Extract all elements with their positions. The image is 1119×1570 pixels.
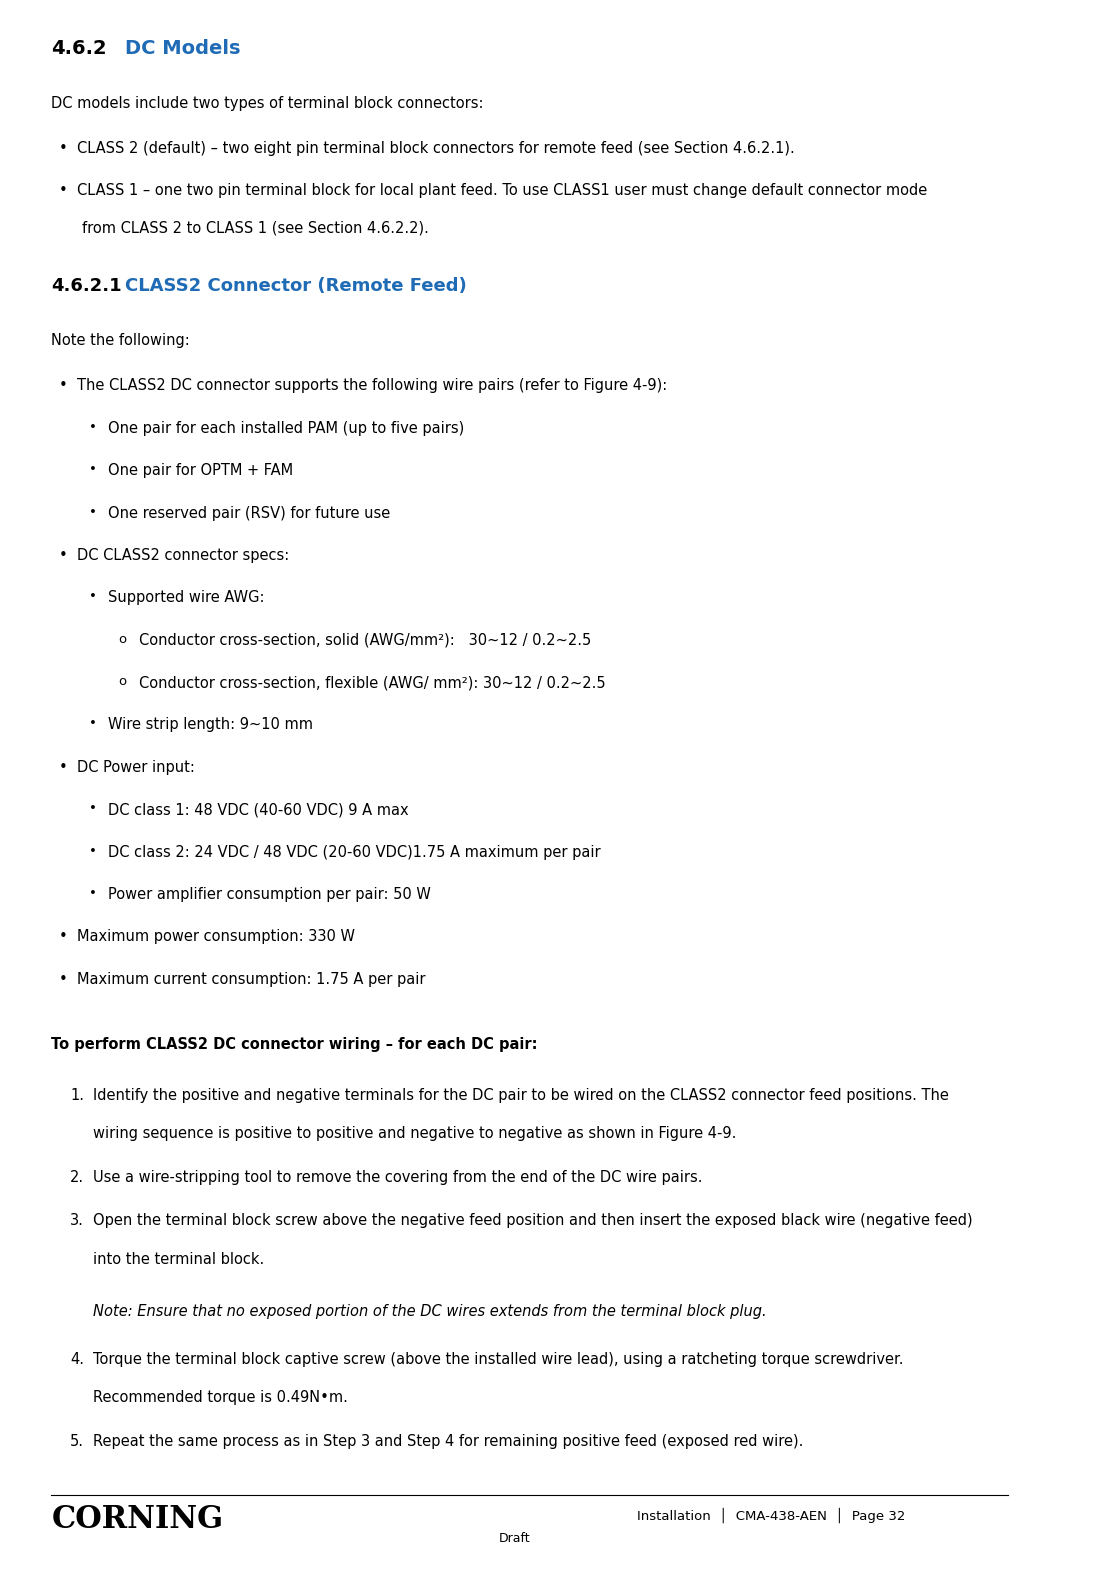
Text: 4.6.2: 4.6.2 xyxy=(51,39,107,58)
Text: Note: Ensure that no exposed portion of the DC wires extends from the terminal b: Note: Ensure that no exposed portion of … xyxy=(93,1305,767,1319)
Text: Conductor cross-section, solid (AWG/mm²):   30~12 / 0.2~2.5: Conductor cross-section, solid (AWG/mm²)… xyxy=(139,633,591,648)
Text: •: • xyxy=(58,929,67,945)
Text: wiring sequence is positive to positive and negative to negative as shown in Fig: wiring sequence is positive to positive … xyxy=(93,1126,736,1141)
Text: •: • xyxy=(90,802,97,815)
Text: One pair for each installed PAM (up to five pairs): One pair for each installed PAM (up to f… xyxy=(109,421,464,436)
Text: •: • xyxy=(58,378,67,394)
Text: 3.: 3. xyxy=(70,1214,84,1228)
Text: Note the following:: Note the following: xyxy=(51,333,190,349)
Text: Maximum power consumption: 330 W: Maximum power consumption: 330 W xyxy=(77,929,355,945)
Text: Repeat the same process as in Step 3 and Step 4 for remaining positive feed (exp: Repeat the same process as in Step 3 and… xyxy=(93,1433,803,1449)
Text: 4.: 4. xyxy=(70,1352,84,1367)
Text: 4.6.2.1: 4.6.2.1 xyxy=(51,276,122,295)
Text: One reserved pair (RSV) for future use: One reserved pair (RSV) for future use xyxy=(109,506,391,521)
Text: Open the terminal block screw above the negative feed position and then insert t: Open the terminal block screw above the … xyxy=(93,1214,972,1228)
Text: Conductor cross-section, flexible (AWG/ mm²): 30~12 / 0.2~2.5: Conductor cross-section, flexible (AWG/ … xyxy=(139,675,605,691)
Text: Use a wire-stripping tool to remove the covering from the end of the DC wire pai: Use a wire-stripping tool to remove the … xyxy=(93,1170,702,1185)
Text: CLASS 2 (default) – two eight pin terminal block connectors for remote feed (see: CLASS 2 (default) – two eight pin termin… xyxy=(77,141,794,155)
Text: 2.: 2. xyxy=(70,1170,84,1185)
Text: DC CLASS2 connector specs:: DC CLASS2 connector specs: xyxy=(77,548,290,564)
Text: Recommended torque is 0.49N•m.: Recommended torque is 0.49N•m. xyxy=(93,1389,347,1405)
Text: Power amplifier consumption per pair: 50 W: Power amplifier consumption per pair: 50… xyxy=(109,887,431,903)
Text: •: • xyxy=(90,845,97,857)
Text: Installation  │  CMA-438-AEN  │  Page 32: Installation │ CMA-438-AEN │ Page 32 xyxy=(637,1507,905,1523)
Text: CLASS 1 – one two pin terminal block for local plant feed. To use CLASS1 user mu: CLASS 1 – one two pin terminal block for… xyxy=(77,184,928,198)
Text: DC class 1: 48 VDC (40-60 VDC) 9 A max: DC class 1: 48 VDC (40-60 VDC) 9 A max xyxy=(109,802,408,818)
Text: •: • xyxy=(90,717,97,730)
Text: from CLASS 2 to CLASS 1 (see Section 4.6.2.2).: from CLASS 2 to CLASS 1 (see Section 4.6… xyxy=(83,220,430,235)
Text: One pair for OPTM + FAM: One pair for OPTM + FAM xyxy=(109,463,293,479)
Text: Supported wire AWG:: Supported wire AWG: xyxy=(109,590,264,606)
Text: •: • xyxy=(90,463,97,476)
Text: into the terminal block.: into the terminal block. xyxy=(93,1251,264,1267)
Text: •: • xyxy=(90,887,97,900)
Text: DC Models: DC Models xyxy=(125,39,241,58)
Text: CORNING: CORNING xyxy=(51,1504,224,1535)
Text: 1.: 1. xyxy=(70,1088,84,1102)
Text: The CLASS2 DC connector supports the following wire pairs (refer to Figure 4-9):: The CLASS2 DC connector supports the fol… xyxy=(77,378,667,394)
Text: DC Power input:: DC Power input: xyxy=(77,760,195,776)
Text: •: • xyxy=(90,506,97,518)
Text: •: • xyxy=(58,184,67,198)
Text: DC models include two types of terminal block connectors:: DC models include two types of terminal … xyxy=(51,96,483,111)
Text: DC class 2: 24 VDC / 48 VDC (20-60 VDC)1.75 A maximum per pair: DC class 2: 24 VDC / 48 VDC (20-60 VDC)1… xyxy=(109,845,601,860)
Text: 5.: 5. xyxy=(70,1433,84,1449)
Text: o: o xyxy=(119,675,126,688)
Text: To perform CLASS2 DC connector wiring – for each DC pair:: To perform CLASS2 DC connector wiring – … xyxy=(51,1036,538,1052)
Text: Draft: Draft xyxy=(498,1532,530,1545)
Text: •: • xyxy=(58,760,67,776)
Text: CLASS2 Connector (Remote Feed): CLASS2 Connector (Remote Feed) xyxy=(125,276,468,295)
Text: Wire strip length: 9~10 mm: Wire strip length: 9~10 mm xyxy=(109,717,313,733)
Text: •: • xyxy=(90,590,97,603)
Text: o: o xyxy=(119,633,126,645)
Text: Maximum current consumption: 1.75 A per pair: Maximum current consumption: 1.75 A per … xyxy=(77,972,425,988)
Text: Identify the positive and negative terminals for the DC pair to be wired on the : Identify the positive and negative termi… xyxy=(93,1088,949,1102)
Text: •: • xyxy=(58,141,67,155)
Text: •: • xyxy=(58,972,67,988)
Text: •: • xyxy=(90,421,97,433)
Text: •: • xyxy=(58,548,67,564)
Text: Torque the terminal block captive screw (above the installed wire lead), using a: Torque the terminal block captive screw … xyxy=(93,1352,903,1367)
